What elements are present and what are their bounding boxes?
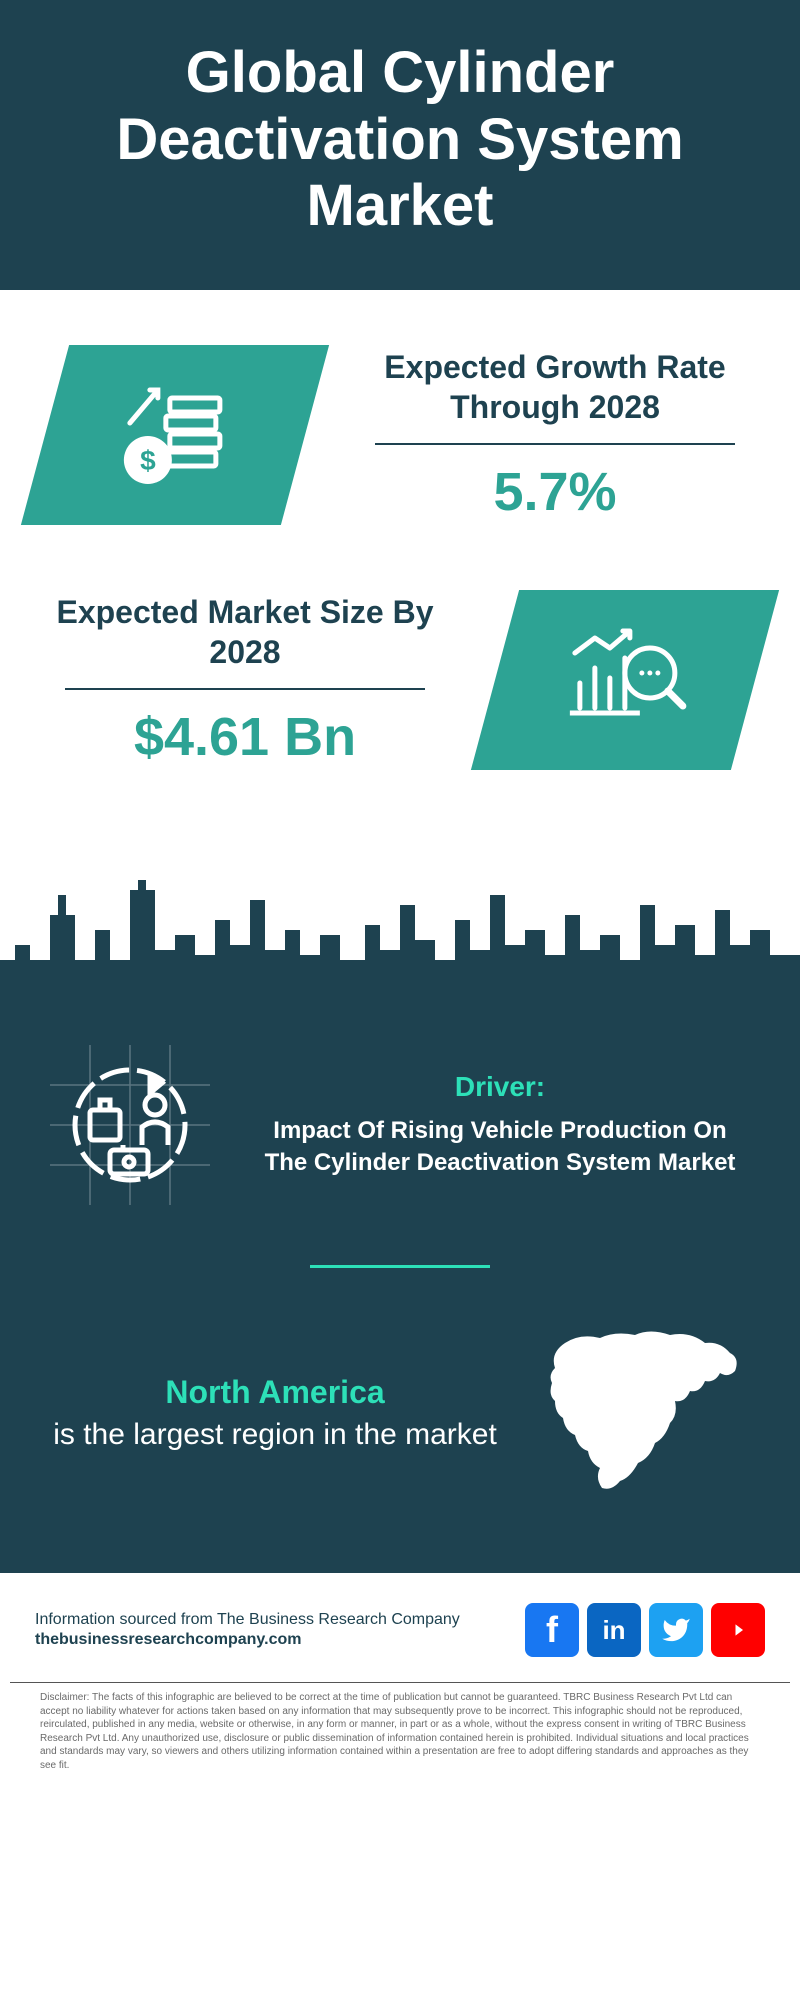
driver-description: Impact Of Rising Vehicle Production On T… [250, 1115, 750, 1180]
youtube-icon[interactable] [711, 1603, 765, 1657]
footer-url: thebusinessresearchcompany.com [35, 1631, 460, 1649]
north-america-map-icon [530, 1323, 750, 1503]
stats-section: $ Expected Growth Rate Through 2028 5.7% [0, 290, 800, 875]
skyline-silhouette [0, 875, 800, 995]
growth-stat-text: Expected Growth Rate Through 2028 5.7% [355, 347, 755, 523]
header: Global Cylinder Deactivation System Mark… [0, 0, 800, 290]
chart-magnify-icon [555, 613, 695, 748]
svg-text:$: $ [140, 445, 156, 476]
driver-label: Driver: [250, 1071, 750, 1103]
disclaimer-section: Disclaimer: The facts of this infographi… [10, 1682, 790, 1792]
growth-icon-tile: $ [21, 345, 329, 525]
size-stat-row: Expected Market Size By 2028 $4.61 Bn [45, 590, 755, 770]
linkedin-icon[interactable]: in [587, 1603, 641, 1657]
twitter-icon[interactable] [649, 1603, 703, 1657]
size-icon-tile [471, 590, 779, 770]
disclaimer-text: Disclaimer: The facts of this infographi… [40, 1691, 760, 1772]
size-stat-text: Expected Market Size By 2028 $4.61 Bn [45, 592, 445, 768]
growth-stat-row: $ Expected Growth Rate Through 2028 5.7% [45, 345, 755, 525]
footer-text: Information sourced from The Business Re… [35, 1611, 460, 1649]
dark-section: Driver: Impact Of Rising Vehicle Product… [0, 995, 800, 1573]
footer-source: Information sourced from The Business Re… [35, 1611, 460, 1629]
size-value: $4.61 Bn [45, 706, 445, 768]
footer: Information sourced from The Business Re… [0, 1573, 800, 1682]
region-highlight: North America [165, 1374, 384, 1410]
divider [65, 688, 425, 690]
money-growth-icon: $ [110, 368, 240, 503]
facebook-icon[interactable]: f [525, 1603, 579, 1657]
divider [310, 1265, 490, 1268]
size-label: Expected Market Size By 2028 [45, 592, 445, 672]
region-text: North America is the largest region in t… [50, 1371, 500, 1455]
growth-label: Expected Growth Rate Through 2028 [355, 347, 755, 427]
driver-text: Driver: Impact Of Rising Vehicle Product… [250, 1071, 750, 1180]
page-title: Global Cylinder Deactivation System Mark… [60, 40, 740, 240]
social-icons: f in [525, 1603, 765, 1657]
driver-block: Driver: Impact Of Rising Vehicle Product… [50, 1045, 750, 1205]
divider [375, 443, 735, 445]
region-rest: is the largest region in the market [53, 1418, 497, 1451]
growth-value: 5.7% [355, 461, 755, 523]
region-block: North America is the largest region in t… [50, 1323, 750, 1503]
production-grid-icon [50, 1045, 210, 1205]
